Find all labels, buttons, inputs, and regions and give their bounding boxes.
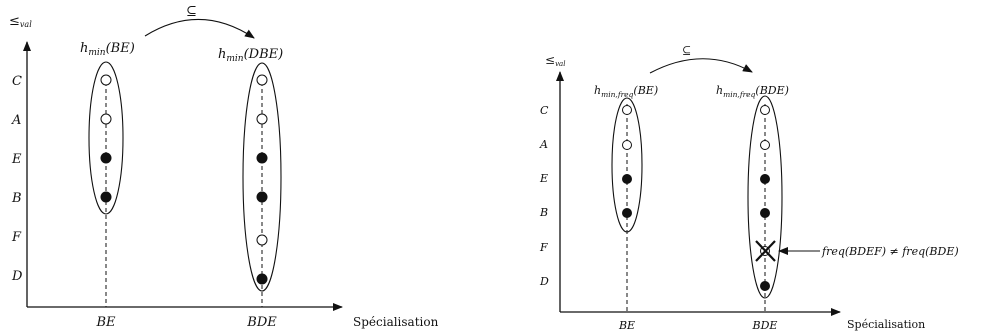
left-y-level-b: B: [11, 191, 22, 206]
left-y-axis-label: ≤val: [9, 14, 32, 29]
freq-annotation: freq(BDEF) ≠ freq(BDE): [821, 245, 959, 258]
left-set-label-bde: hmin(DBE): [218, 47, 283, 64]
left-bde-point-b: [257, 192, 268, 203]
left-y-level-c: C: [12, 74, 22, 89]
right-be-point-a: [623, 141, 632, 150]
right-x-level-bde: BDE: [752, 319, 778, 332]
left-subset-symbol: ⊆: [186, 4, 197, 19]
left-y-level-a: A: [11, 113, 21, 128]
left-be-point-e: [101, 153, 112, 164]
right-y-level-d: D: [539, 275, 549, 288]
right-bde-point-c: [761, 106, 770, 115]
right-x-axis-label: Spécialisation: [847, 318, 925, 331]
left-y-level-d: D: [11, 269, 23, 284]
right-y-axis-label: ≤val: [545, 53, 565, 68]
right-bde-point-a: [761, 141, 770, 150]
right-y-level-a: A: [539, 138, 548, 151]
right-bde-point-d: [760, 281, 770, 291]
left-inclusion-arrow: [145, 19, 254, 38]
right-be-point-b: [622, 208, 632, 218]
right-y-level-b: B: [539, 206, 548, 219]
diagram-right: ≤val Spécialisation C A E B F D BE BDE f…: [539, 44, 959, 332]
right-be-point-e: [622, 174, 632, 184]
right-y-level-e: E: [539, 172, 548, 185]
right-x-level-be: BE: [618, 319, 635, 332]
left-y-level-f: F: [11, 230, 22, 245]
left-be-point-c: [101, 75, 111, 85]
left-y-level-e: E: [11, 152, 22, 167]
right-subset-symbol: ⊆: [682, 44, 691, 57]
right-inclusion-arrow: [650, 59, 752, 73]
right-y-level-c: C: [540, 104, 549, 117]
left-x-level-be: BE: [95, 315, 116, 330]
right-be-point-c: [623, 106, 632, 115]
left-be-point-b: [101, 192, 112, 203]
left-x-level-bde: BDE: [246, 315, 277, 330]
right-y-level-f: F: [539, 241, 548, 254]
diagram-left: ≤val Spécialisation C A E B F D BE BDE h…: [9, 4, 439, 330]
left-x-axis-label: Spécialisation: [353, 315, 439, 329]
left-bde-point-c: [257, 75, 267, 85]
right-set-label-be: hmin,freq(BE): [594, 84, 658, 99]
left-bde-point-e: [257, 153, 268, 164]
left-be-point-a: [101, 114, 111, 124]
right-set-label-bde: hmin,freq(BDE): [716, 84, 789, 99]
right-bde-point-e: [760, 174, 770, 184]
right-bde-point-b: [760, 208, 770, 218]
left-set-label-be: hmin(BE): [80, 41, 135, 58]
left-bde-point-d: [257, 274, 268, 285]
left-bde-point-a: [257, 114, 267, 124]
left-bde-point-f: [257, 235, 267, 245]
